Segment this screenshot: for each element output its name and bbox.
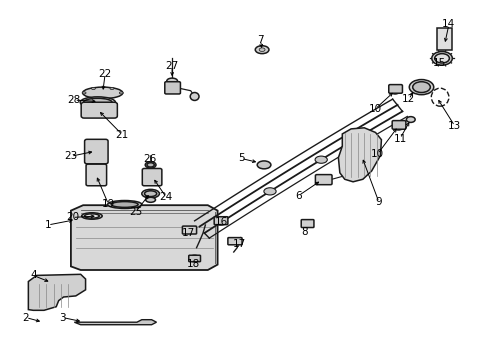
Text: 17: 17 bbox=[182, 228, 195, 238]
Text: 11: 11 bbox=[392, 134, 406, 144]
FancyBboxPatch shape bbox=[84, 139, 108, 164]
FancyBboxPatch shape bbox=[86, 164, 106, 186]
Polygon shape bbox=[28, 274, 85, 310]
Ellipse shape bbox=[255, 46, 268, 54]
Bar bbox=[436, 28, 451, 50]
Ellipse shape bbox=[110, 87, 114, 90]
Text: 20: 20 bbox=[66, 212, 79, 222]
Text: 22: 22 bbox=[98, 69, 112, 79]
Ellipse shape bbox=[82, 87, 122, 99]
Text: 5: 5 bbox=[237, 153, 244, 163]
Text: 1: 1 bbox=[44, 220, 51, 230]
Polygon shape bbox=[71, 205, 217, 270]
Ellipse shape bbox=[264, 188, 276, 195]
Ellipse shape bbox=[406, 117, 414, 122]
Text: 25: 25 bbox=[129, 207, 142, 217]
Text: 2: 2 bbox=[22, 312, 29, 323]
Ellipse shape bbox=[82, 92, 86, 94]
Ellipse shape bbox=[259, 48, 264, 51]
Text: 13: 13 bbox=[447, 121, 461, 131]
Ellipse shape bbox=[314, 156, 326, 163]
Ellipse shape bbox=[83, 98, 112, 106]
Text: 19: 19 bbox=[102, 199, 115, 210]
FancyBboxPatch shape bbox=[188, 255, 200, 262]
FancyBboxPatch shape bbox=[301, 220, 313, 228]
Ellipse shape bbox=[257, 161, 270, 169]
Ellipse shape bbox=[142, 189, 159, 198]
Ellipse shape bbox=[412, 82, 429, 93]
Ellipse shape bbox=[408, 80, 433, 95]
Ellipse shape bbox=[81, 213, 102, 219]
Text: 12: 12 bbox=[401, 94, 415, 104]
Ellipse shape bbox=[80, 97, 115, 108]
Text: 7: 7 bbox=[257, 35, 264, 45]
Ellipse shape bbox=[111, 202, 138, 207]
Ellipse shape bbox=[189, 255, 200, 262]
Ellipse shape bbox=[91, 87, 95, 90]
FancyBboxPatch shape bbox=[142, 168, 162, 186]
Ellipse shape bbox=[144, 191, 156, 197]
Ellipse shape bbox=[84, 214, 99, 218]
Ellipse shape bbox=[389, 87, 399, 94]
Polygon shape bbox=[74, 320, 156, 325]
FancyBboxPatch shape bbox=[227, 238, 242, 245]
FancyBboxPatch shape bbox=[391, 121, 405, 129]
Ellipse shape bbox=[434, 54, 448, 63]
Text: 3: 3 bbox=[59, 312, 66, 323]
Text: 28: 28 bbox=[67, 95, 81, 105]
Ellipse shape bbox=[431, 51, 451, 65]
Text: 8: 8 bbox=[300, 227, 307, 237]
Text: 9: 9 bbox=[375, 197, 382, 207]
Text: 10: 10 bbox=[370, 149, 383, 159]
Ellipse shape bbox=[393, 123, 403, 130]
Ellipse shape bbox=[145, 197, 155, 202]
FancyBboxPatch shape bbox=[182, 226, 196, 234]
Text: 17: 17 bbox=[232, 239, 246, 249]
FancyBboxPatch shape bbox=[164, 82, 180, 94]
FancyBboxPatch shape bbox=[315, 175, 331, 185]
Ellipse shape bbox=[145, 162, 156, 168]
Ellipse shape bbox=[190, 93, 199, 100]
Polygon shape bbox=[338, 128, 381, 182]
Text: 6: 6 bbox=[294, 191, 301, 201]
Ellipse shape bbox=[214, 217, 227, 225]
FancyBboxPatch shape bbox=[388, 85, 402, 93]
Text: 14: 14 bbox=[441, 19, 455, 30]
Text: 23: 23 bbox=[64, 151, 78, 161]
Text: 10: 10 bbox=[368, 104, 381, 114]
Ellipse shape bbox=[146, 163, 154, 167]
Text: 15: 15 bbox=[431, 58, 445, 68]
Ellipse shape bbox=[119, 92, 123, 94]
FancyBboxPatch shape bbox=[214, 217, 227, 225]
Text: 18: 18 bbox=[186, 259, 200, 269]
Text: 27: 27 bbox=[165, 60, 179, 71]
Text: 26: 26 bbox=[142, 154, 156, 164]
Text: 24: 24 bbox=[159, 192, 173, 202]
FancyBboxPatch shape bbox=[81, 102, 117, 118]
Ellipse shape bbox=[166, 78, 177, 84]
Text: 21: 21 bbox=[115, 130, 129, 140]
Text: 4: 4 bbox=[30, 270, 37, 280]
Text: 16: 16 bbox=[214, 217, 228, 228]
Ellipse shape bbox=[107, 201, 142, 208]
